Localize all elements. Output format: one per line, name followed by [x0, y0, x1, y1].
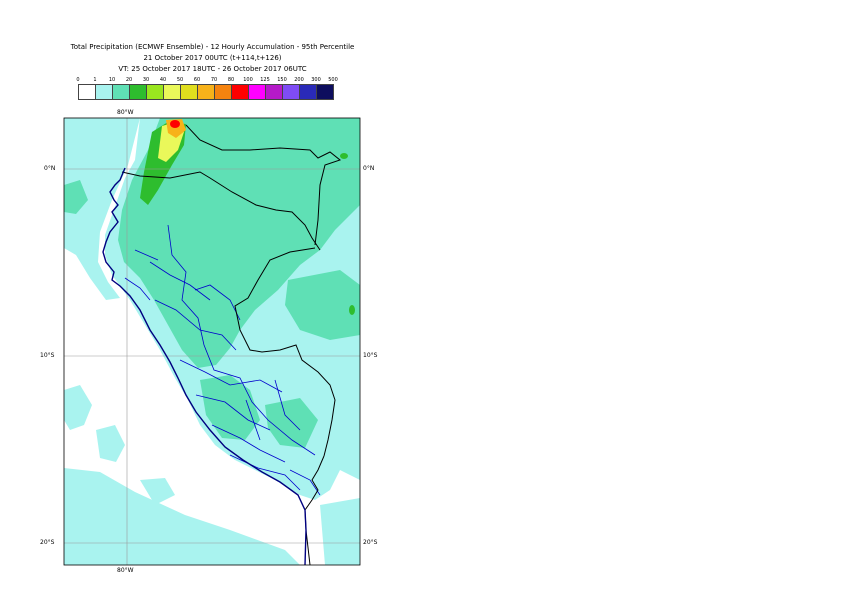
lat-label-20s-right: 20°S: [363, 539, 378, 546]
legend-tick-label: 60: [193, 77, 201, 83]
legend-tick-label: 100: [243, 77, 253, 83]
legend-tick-label: 30: [142, 77, 150, 83]
regional-boundaries: [124, 224, 321, 496]
light-precip-offshore-north: [64, 118, 140, 300]
legend-tick-label: 80: [227, 77, 235, 83]
light-precip-patch: [64, 385, 92, 430]
lon-label-top: 80°W: [117, 109, 134, 116]
color-legend: [78, 84, 348, 100]
lat-label-equator-right: 0°N: [363, 165, 375, 172]
map-title-line2: 21 October 2017 00UTC (t+114,t+126): [143, 54, 282, 62]
legend-tick-label: 50: [176, 77, 184, 83]
medium-precip: [118, 118, 360, 368]
legend-tick-label: 1: [93, 77, 97, 83]
medium-precip: [200, 375, 260, 440]
lat-label-10s-left: 10°S: [40, 352, 55, 359]
legend-swatch: [316, 84, 334, 100]
legend-tick-label: 70: [210, 77, 218, 83]
legend-tick-label: 125: [260, 77, 270, 83]
map-title-line1: Total Precipitation (ECMWF Ensemble) - 1…: [70, 43, 355, 51]
medium-precip: [285, 270, 360, 340]
medium-precip: [265, 398, 318, 448]
medium-precip: [64, 180, 88, 214]
legend-tick-label: 300: [311, 77, 321, 83]
light-precip-patch: [140, 478, 175, 505]
map-title-line3: VT: 25 October 2017 18UTC - 26 October 2…: [118, 65, 307, 73]
legend-tick-label: 10: [108, 77, 116, 83]
country-border-ecuador-peru: [121, 171, 321, 251]
lon-label-bottom: 80°W: [117, 567, 134, 574]
light-precip-patch: [320, 498, 360, 565]
legend-tick-labels: 0 1 10 20 30 40 50 60 70 80 100 125 150 200 300 500: [76, 76, 346, 84]
legend-tick-label: 500: [328, 77, 338, 83]
map-frame: [63, 117, 361, 566]
coastline: [102, 167, 307, 565]
small-green-cell: [349, 305, 355, 315]
red-precip-peak: [170, 120, 180, 128]
legend-tick-label: 0: [76, 77, 80, 83]
light-precip-patch: [64, 468, 300, 565]
legend-tick-label: 20: [125, 77, 133, 83]
lat-label-20s-left: 20°S: [40, 539, 55, 546]
lat-label-equator-left: 0°N: [44, 165, 56, 172]
country-border-colombia: [185, 124, 342, 246]
small-green-cell: [340, 153, 348, 159]
legend-tick-label: 40: [159, 77, 167, 83]
country-border-brazil: [234, 247, 336, 457]
legend-tick-label: 200: [294, 77, 304, 83]
legend-tick-label: 150: [277, 77, 287, 83]
lat-label-10s-right: 10°S: [363, 352, 378, 359]
light-precip-patch: [96, 425, 125, 462]
